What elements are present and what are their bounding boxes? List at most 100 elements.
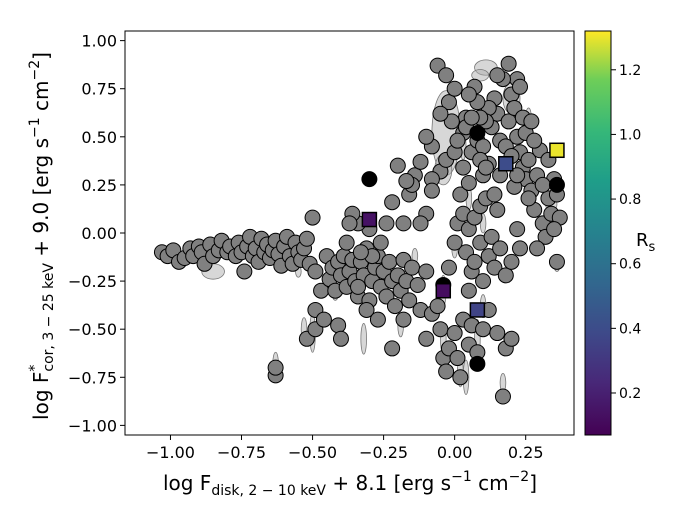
data-point [546, 221, 563, 238]
data-point [381, 253, 398, 270]
data-point [358, 301, 375, 318]
data-point [489, 325, 506, 342]
data-point [440, 94, 457, 111]
data-point [350, 278, 367, 295]
data-point [341, 215, 358, 232]
data-point [378, 215, 395, 232]
x-tick-label: −0.25 [359, 443, 408, 462]
data-point [455, 159, 472, 176]
colored-square-point [549, 142, 565, 159]
x-tick-label: −0.75 [217, 443, 266, 462]
y-tick-label: −1.00 [68, 416, 117, 435]
data-point [443, 113, 460, 130]
data-point [352, 244, 369, 261]
data-point [386, 298, 403, 315]
colorbar-ticks: 0.2 0.4 0.6 0.8 1.0 1.2 [611, 63, 641, 402]
y-tick-label: −0.75 [68, 368, 117, 387]
colorbar-tick-label: 1.2 [619, 63, 641, 79]
y-tick-label: −0.25 [68, 272, 117, 291]
data-point [449, 350, 466, 367]
data-point [460, 86, 477, 103]
y-axis-label: log F*cor, 3 − 25 keV + 9.0 [erg s−1 cm−… [27, 52, 57, 420]
data-point [432, 105, 449, 122]
data-point [494, 388, 511, 405]
data-point [432, 321, 449, 338]
data-point [520, 190, 537, 207]
data-point [330, 317, 347, 334]
data-points [153, 55, 568, 405]
y-tick-label: 1.00 [81, 32, 117, 51]
data-point [452, 186, 469, 203]
data-point [236, 263, 253, 280]
x-tick-label: −0.50 [288, 443, 337, 462]
data-point [369, 311, 386, 328]
data-point [440, 259, 457, 276]
data-point [452, 369, 469, 386]
error-ellipse [471, 69, 490, 82]
data-point [395, 215, 412, 232]
colorbar-label: Rs [636, 230, 656, 255]
data-point [463, 109, 480, 126]
data-point [267, 359, 284, 376]
data-point [449, 132, 466, 149]
data-point [460, 174, 477, 191]
x-tick-label: −1.00 [146, 443, 195, 462]
y-tick-label: 0.50 [81, 128, 117, 147]
data-point [509, 167, 526, 184]
data-point [523, 113, 540, 130]
data-point [460, 282, 477, 299]
data-point [412, 153, 429, 170]
x-axis-ticks: −1.00 −0.75 −0.50 −0.25 0.00 0.25 [146, 435, 544, 462]
colored-square-point [469, 302, 486, 318]
data-point [332, 330, 349, 347]
colored-square-point [498, 155, 514, 172]
data-point [520, 151, 537, 168]
data-point [500, 55, 517, 72]
data-point [404, 259, 421, 276]
data-point [503, 330, 520, 347]
data-point [384, 340, 401, 357]
data-point [477, 159, 494, 176]
x-tick-label: 0.00 [437, 443, 473, 462]
colorbar-tick-label: 0.2 [619, 386, 641, 402]
error-ellipse [360, 323, 367, 355]
data-point [304, 209, 321, 226]
data-point [503, 253, 520, 270]
data-point [466, 253, 483, 270]
colorbar-tick-label: 0.8 [619, 192, 641, 208]
black-point [361, 171, 378, 188]
data-point [489, 201, 506, 218]
data-point [483, 228, 500, 245]
data-point [409, 276, 426, 293]
data-point [418, 330, 435, 347]
data-point [423, 182, 440, 199]
data-point [418, 128, 435, 145]
colorbar [584, 30, 612, 436]
data-point [429, 298, 446, 315]
data-point [489, 67, 506, 84]
y-tick-label: 0.00 [81, 224, 117, 243]
data-point [401, 292, 418, 309]
data-point [492, 240, 509, 257]
y-axis-ticks: −1.00 −0.75 −0.50 −0.25 0.00 0.25 0.50 0.75 1.00 [68, 32, 125, 435]
data-point [395, 311, 412, 328]
data-point [475, 138, 492, 155]
data-point [398, 173, 415, 190]
data-point [497, 267, 514, 284]
data-point [512, 78, 529, 95]
data-point [526, 132, 543, 149]
y-tick-label: 0.75 [81, 80, 117, 99]
data-point [486, 259, 503, 276]
data-point [438, 363, 455, 380]
x-axis-label: log Fdisk, 2 − 10 keV + 8.1 [erg s−1 cm−… [163, 469, 537, 499]
black-point [469, 355, 486, 372]
data-point [338, 234, 355, 251]
colored-square-point [361, 211, 378, 228]
data-point [384, 194, 401, 211]
data-point [438, 67, 455, 84]
data-point [412, 215, 429, 232]
data-point [315, 311, 332, 328]
data-point [298, 230, 315, 247]
data-point [446, 325, 463, 342]
